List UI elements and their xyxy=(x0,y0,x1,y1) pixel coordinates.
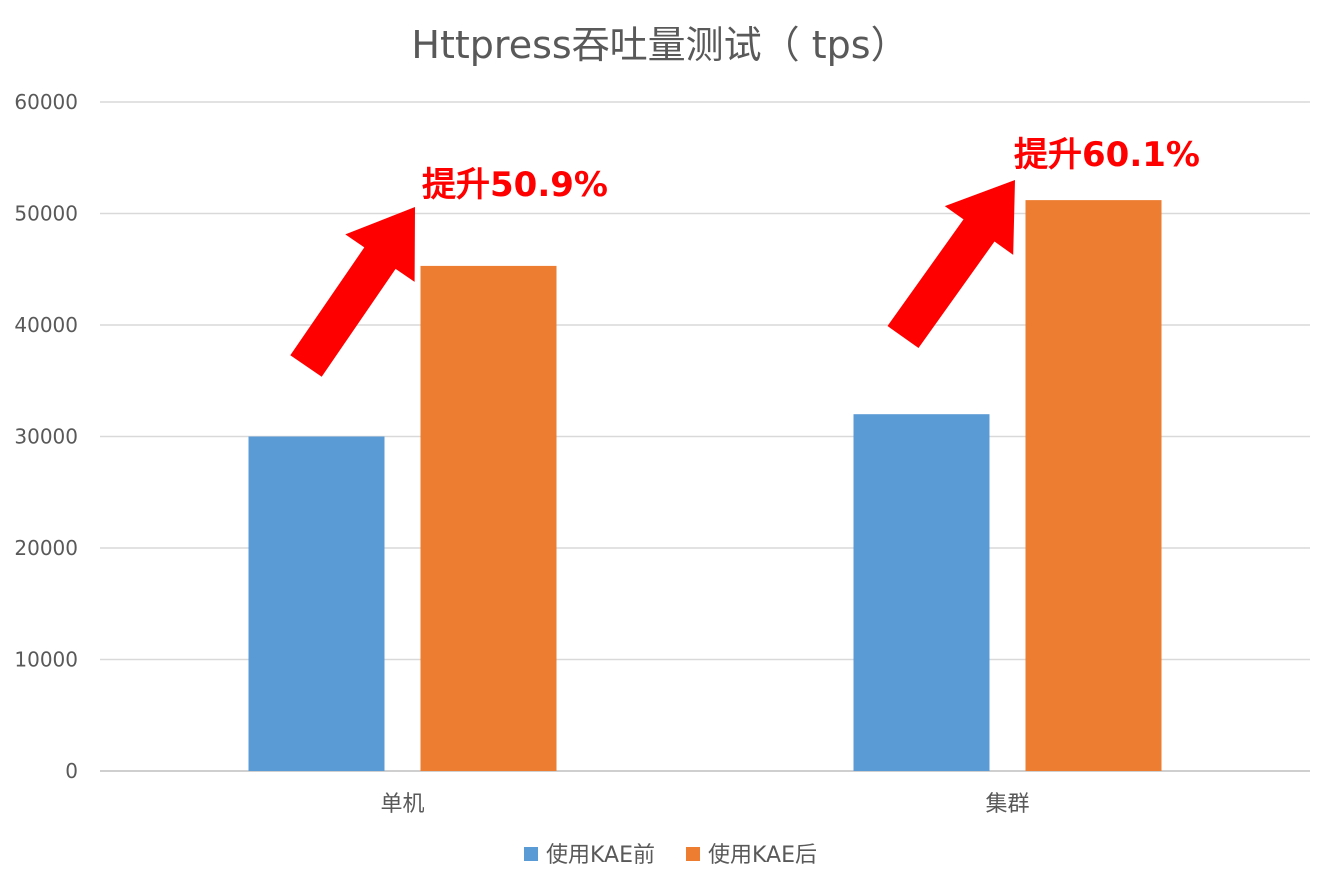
y-tick-label: 20000 xyxy=(14,536,78,560)
bar-after-2 xyxy=(1025,200,1162,771)
improvement-label: 提升60.1% xyxy=(1014,135,1200,175)
x-tick-label: 集群 xyxy=(985,792,1029,817)
y-tick-label: 10000 xyxy=(14,648,78,672)
arrows: 提升50.9% 提升60.1% xyxy=(290,135,1200,377)
x-tick-label: 单机 xyxy=(380,792,424,817)
bar-before-2 xyxy=(853,414,990,771)
legend: 使用KAE前 使用KAE后 xyxy=(524,843,817,868)
x-axis-ticks: 单机 集群 xyxy=(380,792,1029,817)
legend-label: 使用KAE前 xyxy=(546,843,655,868)
y-tick-label: 50000 xyxy=(14,202,78,226)
y-axis-ticks: 0 10000 20000 30000 40000 50000 60000 xyxy=(14,90,78,783)
legend-label: 使用KAE后 xyxy=(708,843,817,868)
y-tick-label: 40000 xyxy=(14,313,78,337)
chart-title: Httpress吞吐量测试（ tps） xyxy=(411,23,908,67)
y-tick-label: 30000 xyxy=(14,425,78,449)
bars xyxy=(248,200,1162,771)
improvement-label: 提升50.9% xyxy=(422,165,608,205)
arrow-up-icon xyxy=(290,207,415,377)
legend-swatch xyxy=(686,847,700,861)
bar-after-1 xyxy=(420,265,557,771)
bar-before-1 xyxy=(248,436,385,771)
y-tick-label: 0 xyxy=(65,759,78,783)
arrow-up-icon xyxy=(887,180,1015,348)
legend-swatch xyxy=(524,847,538,861)
y-tick-label: 60000 xyxy=(14,90,78,114)
